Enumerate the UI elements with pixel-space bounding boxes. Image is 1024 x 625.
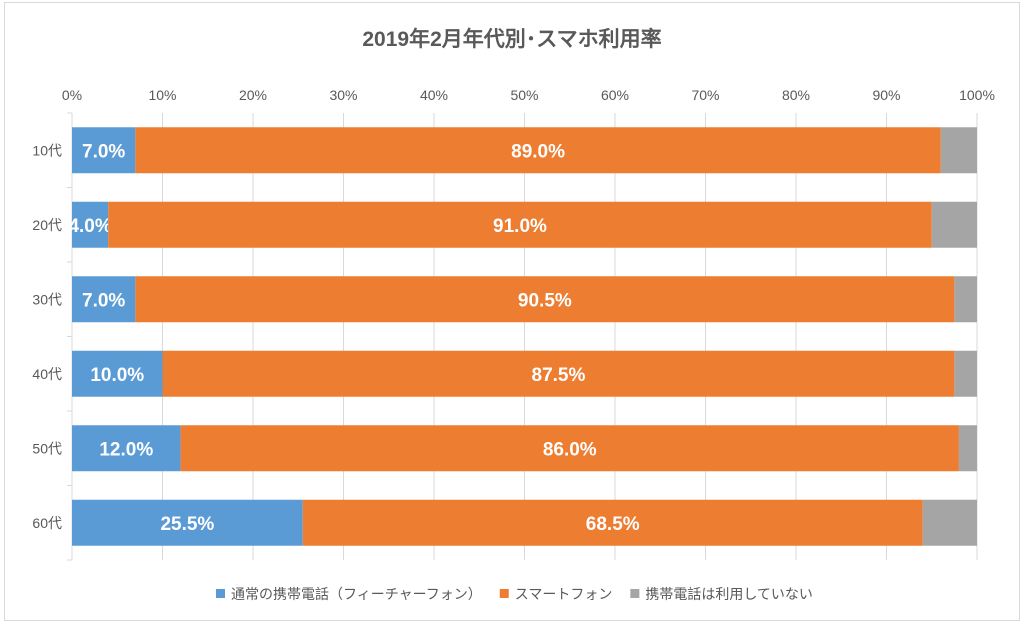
data-label: 68.5% xyxy=(586,514,640,535)
category-label: 50代 xyxy=(32,440,62,456)
category-label: 40代 xyxy=(32,366,62,382)
x-tick-label: 90% xyxy=(872,87,900,103)
x-tick-label: 20% xyxy=(239,87,267,103)
bar-segment xyxy=(72,201,109,248)
x-tick-label: 10% xyxy=(148,87,176,103)
bar-segment xyxy=(72,350,163,397)
data-label: 4.0% xyxy=(68,216,111,237)
bar-segment xyxy=(954,276,977,323)
legend-swatch xyxy=(630,589,640,598)
bar-segment xyxy=(108,201,932,248)
data-label: 86.0% xyxy=(543,439,597,460)
bar-segment xyxy=(72,499,303,546)
bar-segment xyxy=(302,499,923,546)
x-tick-label: 50% xyxy=(510,87,538,103)
data-label: 7.0% xyxy=(82,141,125,162)
chart-title: 2019年2月年代別･スマホ利用率 xyxy=(362,27,661,51)
legend-label: 携帯電話は利用していない xyxy=(645,586,813,602)
legend-label: 通常の携帯電話（フィーチャーフォン） xyxy=(231,586,482,602)
x-tick-label: 70% xyxy=(691,87,719,103)
category-label: 10代 xyxy=(32,142,62,158)
x-tick-label: 80% xyxy=(782,87,810,103)
x-tick-label: 100% xyxy=(959,87,995,103)
bar-segment xyxy=(162,350,955,397)
bar-segment xyxy=(922,499,977,546)
bar-segment xyxy=(135,276,955,323)
bar-segment xyxy=(72,425,181,472)
bar-segment xyxy=(958,425,977,472)
bar-segment xyxy=(931,201,977,248)
x-tick-label: 0% xyxy=(62,87,82,103)
bar-segment xyxy=(135,127,941,174)
category-label: 30代 xyxy=(32,291,62,307)
data-label: 10.0% xyxy=(90,365,144,386)
bar-segment xyxy=(72,276,136,323)
data-label: 91.0% xyxy=(493,216,547,237)
category-label: 20代 xyxy=(32,217,62,233)
bar-segment xyxy=(954,350,977,397)
data-label: 89.0% xyxy=(511,141,565,162)
data-label: 7.0% xyxy=(82,290,125,311)
legend-swatch xyxy=(499,589,509,598)
data-label: 25.5% xyxy=(160,514,214,535)
x-tick-label: 40% xyxy=(420,87,448,103)
category-label: 60代 xyxy=(32,515,62,531)
x-tick-label: 60% xyxy=(601,87,629,103)
data-label: 12.0% xyxy=(99,439,153,460)
data-label: 87.5% xyxy=(532,365,586,386)
bar-segment xyxy=(180,425,959,472)
data-label: 90.5% xyxy=(518,290,572,311)
bar-segment xyxy=(940,127,977,174)
legend-label: スマートフォン xyxy=(515,586,613,602)
x-tick-label: 30% xyxy=(329,87,357,103)
bar-segment xyxy=(72,127,136,174)
legend-swatch xyxy=(216,589,225,598)
